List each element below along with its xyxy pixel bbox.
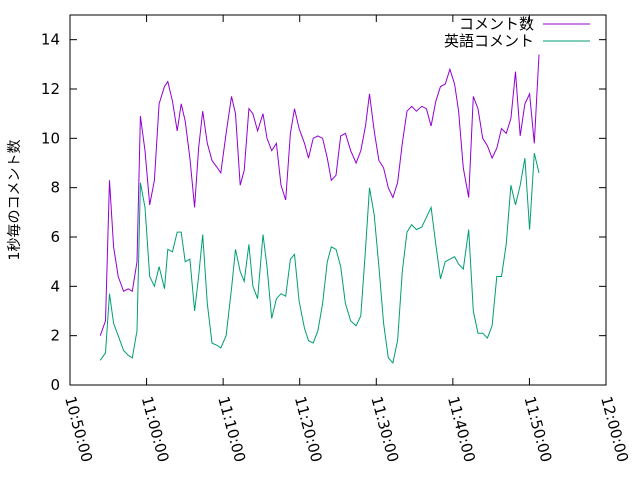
x-tick-label: 11:00:00 (138, 394, 173, 464)
y-tick-label: 2 (50, 327, 60, 345)
y-tick-label: 14 (41, 31, 60, 49)
axis-ticks: 0 2 4 6 8 10 12 14 10:50:00 11:00:00 11:10:00 11:20… (41, 15, 632, 464)
x-tick-label: 11:30:00 (367, 394, 402, 464)
plot-frame (69, 14, 607, 386)
series-layer (99, 54, 540, 364)
x-tick-label: 12:00:00 (597, 394, 632, 464)
x-tick-label: 11:50:00 (521, 394, 556, 464)
y-tick-label: 12 (41, 80, 60, 98)
y-tick-label: 0 (50, 376, 60, 394)
series-line-1 (99, 54, 540, 336)
y-tick-label: 4 (50, 277, 60, 295)
x-tick-label: 10:50:00 (61, 394, 96, 464)
x-tick-label: 11:10:00 (214, 394, 249, 464)
legend-label-1: コメント数 (459, 15, 534, 33)
y-axis-label: 1秒毎のコメント数 (7, 140, 23, 261)
y-tick-label: 6 (50, 228, 60, 246)
y-tick-label: 8 (50, 179, 60, 197)
x-tick-label: 11:20:00 (291, 394, 326, 464)
y-tick-label: 10 (41, 129, 60, 147)
legend-label-2: 英語コメント (444, 32, 534, 50)
series-line-2 (99, 152, 540, 364)
x-tick-label: 11:40:00 (444, 394, 479, 464)
